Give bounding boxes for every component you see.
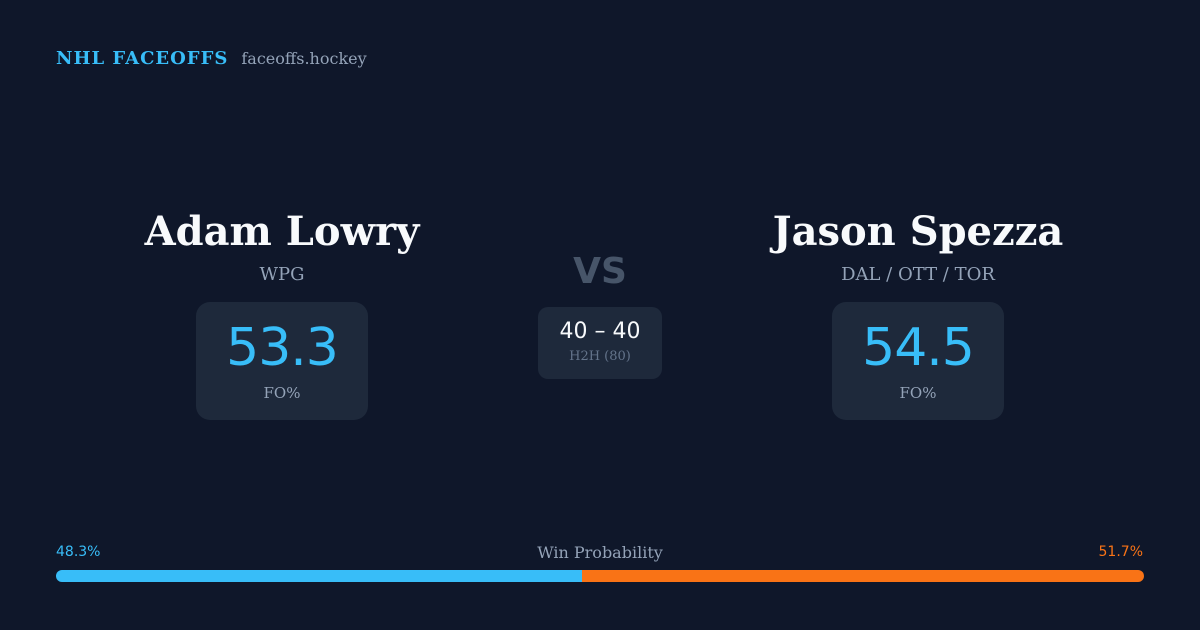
h2h-score: 40 – 40 xyxy=(559,319,641,344)
h2h-label: H2H (80) xyxy=(569,349,631,364)
player-left-fo-value: 53.3 xyxy=(226,318,339,378)
brand-header: NHL FACEOFFS faceoffs.hockey xyxy=(56,48,367,69)
win-prob-label: Win Probability xyxy=(537,543,663,562)
vs-label: VS xyxy=(573,251,627,292)
win-prob-bar-right xyxy=(581,570,1144,582)
player-left-name: Adam Lowry xyxy=(144,208,420,255)
h2h-card: 40 – 40 H2H (80) xyxy=(538,307,662,379)
player-left-team: WPG xyxy=(259,264,305,285)
win-prob-left-value: 48.3% xyxy=(56,544,101,560)
player-right: Jason Spezza DAL / OTT / TOR 54.5 FO% xyxy=(708,206,1128,420)
player-left-fo-label: FO% xyxy=(263,384,301,402)
player-left: Adam Lowry WPG 53.3 FO% xyxy=(72,206,492,420)
win-prob-bar xyxy=(56,570,1144,582)
player-right-fo-value: 54.5 xyxy=(862,318,975,378)
brand-site: faceoffs.hockey xyxy=(241,49,367,68)
player-right-stat-card: 54.5 FO% xyxy=(832,302,1004,420)
player-right-team: DAL / OTT / TOR xyxy=(841,264,995,285)
player-right-fo-label: FO% xyxy=(899,384,937,402)
player-left-stat-card: 53.3 FO% xyxy=(196,302,368,420)
player-right-name: Jason Spezza xyxy=(772,208,1064,255)
win-prob-right-value: 51.7% xyxy=(1098,544,1143,560)
brand-title: NHL FACEOFFS xyxy=(56,48,229,69)
win-prob-bar-left xyxy=(56,570,582,582)
